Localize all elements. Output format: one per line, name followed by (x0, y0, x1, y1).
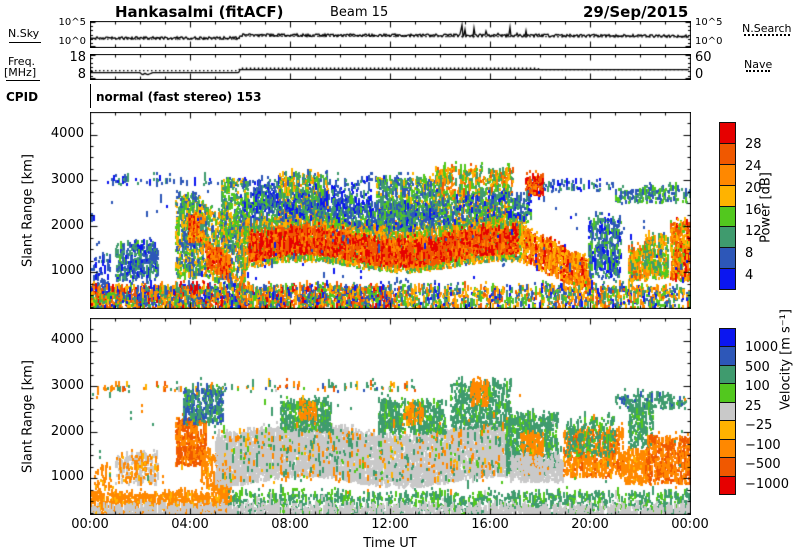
colorbar-segment (719, 268, 736, 290)
colorbar-segment (719, 142, 736, 165)
nsky-label: N.Sky (8, 27, 40, 40)
y-tick-label: 4000 (50, 126, 84, 142)
cpid-label: CPID (6, 90, 39, 104)
colorbar-segment (719, 184, 736, 207)
nave-ytick-top: 60 (695, 50, 712, 65)
colorbar-segment (719, 475, 736, 495)
x-tick-label: 08:00 (271, 517, 309, 532)
x-tick-label: 04:00 (171, 517, 209, 532)
nave-ytick-bottom: 0 (695, 67, 704, 82)
colorbar-segment (719, 364, 736, 385)
page-title: Hankasalmi (fitACF) (115, 3, 284, 21)
slant-range-label-power: Slant Range [km] (20, 154, 36, 267)
nsky-ytick-bottom: 10^0 (58, 36, 86, 47)
colorbar-tick-label: 1000 (745, 340, 779, 356)
colorbar-tick-label: −25 (745, 418, 773, 434)
freq-ytick-bottom: 8 (77, 67, 86, 82)
colorbar-tick-label: 16 (745, 202, 762, 218)
colorbar-segment (719, 457, 736, 477)
power-colorbar-unit: Power [dB] (758, 172, 774, 243)
beam-label: Beam 15 (330, 5, 389, 20)
nave-dot-legend (746, 70, 770, 72)
colorbar-tick-label: −1000 (745, 476, 789, 492)
colorbar-segment (719, 420, 736, 440)
freq-ytick-top: 18 (69, 50, 86, 65)
colorbar-segment (719, 438, 736, 459)
nsky-solid-legend (9, 42, 41, 43)
colorbar-segment (719, 346, 736, 366)
y-tick-label: 1000 (50, 263, 84, 279)
colorbar-segment (719, 122, 736, 144)
x-tick-label: 16:00 (471, 517, 509, 532)
power-colorbar (719, 122, 736, 298)
nsearch-dot-legend (744, 34, 790, 36)
nsky-ytick-right-bottom: 10^0 (695, 36, 723, 47)
y-tick-label: 1000 (50, 469, 84, 485)
colorbar-tick-label: 28 (745, 136, 762, 152)
colorbar-tick-label: 12 (745, 224, 762, 240)
colorbar-segment (719, 247, 736, 270)
colorbar-tick-label: 25 (745, 398, 762, 414)
colorbar-segment (719, 163, 736, 186)
freq-solid-legend (6, 80, 40, 81)
velocity-colorbar-unit: Velocity [m s⁻¹] (778, 309, 794, 410)
cpid-divider-line (90, 84, 91, 108)
freq-panel-canvas (90, 54, 691, 80)
velocity-colorbar (719, 328, 736, 504)
colorbar-segment (719, 383, 736, 403)
colorbar-tick-label: 8 (745, 246, 754, 262)
freq-label: Freq. (8, 55, 36, 68)
nsky-panel-canvas (90, 21, 691, 48)
nsky-ytick-top: 10^5 (58, 17, 86, 28)
colorbar-tick-label: −500 (745, 457, 781, 473)
y-tick-label: 2000 (50, 217, 84, 233)
colorbar-segment (719, 226, 736, 249)
power-panel-canvas (90, 112, 691, 309)
velocity-panel-canvas (90, 318, 691, 515)
colorbar-tick-label: 100 (745, 379, 770, 395)
nave-label: Nave (744, 58, 773, 71)
x-tick-label: 20:00 (571, 517, 609, 532)
slant-range-label-velocity: Slant Range [km] (20, 360, 36, 473)
x-tick-label: 12:00 (371, 517, 409, 532)
colorbar-tick-label: 24 (745, 158, 762, 174)
y-tick-label: 2000 (50, 423, 84, 439)
date-label: 29/Sep/2015 (583, 3, 689, 21)
colorbar-tick-label: 20 (745, 180, 762, 196)
colorbar-tick-label: −100 (745, 437, 781, 453)
y-tick-label: 3000 (50, 172, 84, 188)
cpid-text: normal (fast stereo) 153 (96, 90, 262, 104)
y-tick-label: 3000 (50, 378, 84, 394)
colorbar-segment (719, 328, 736, 348)
colorbar-tick-label: 4 (745, 268, 754, 284)
x-tick-label: 00:00 (71, 517, 109, 532)
x-tick-label: 00:00 (671, 517, 709, 532)
colorbar-segment (719, 205, 736, 228)
colorbar-segment (719, 401, 736, 422)
nsky-ytick-right-top: 10^5 (695, 17, 723, 28)
freq-unit-label: [MHz] (4, 66, 37, 79)
nsearch-label: N.Search (742, 22, 792, 35)
colorbar-tick-label: 500 (745, 359, 770, 375)
y-tick-label: 4000 (50, 332, 84, 348)
time-axis-label: Time UT (363, 536, 417, 551)
